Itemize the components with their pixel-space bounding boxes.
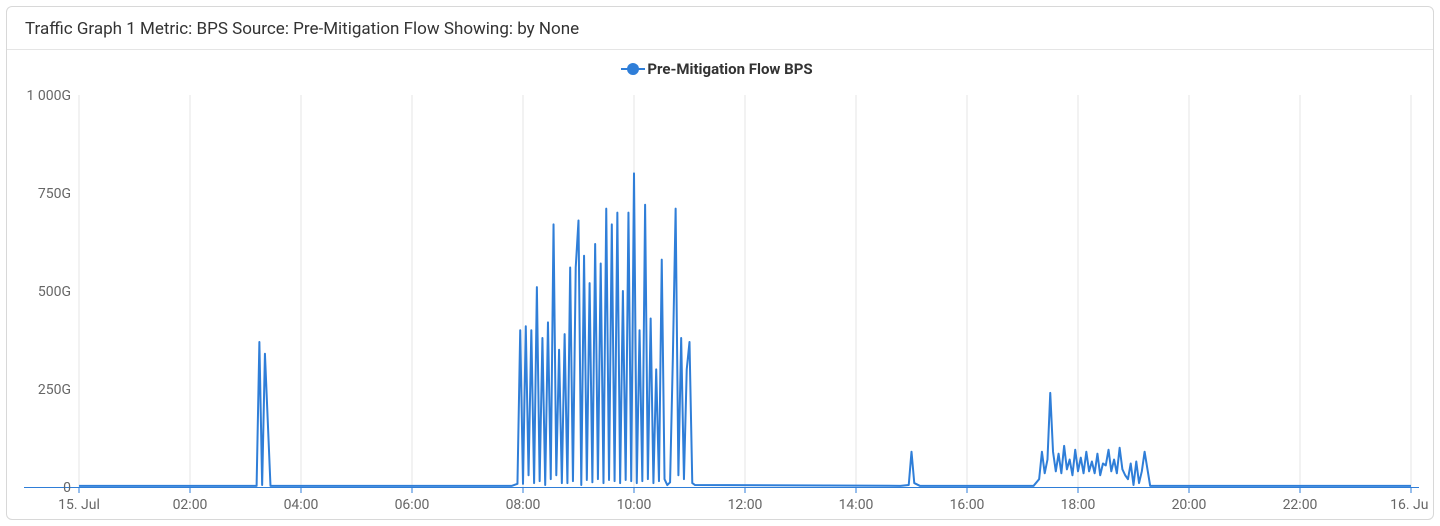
svg-text:250G: 250G [38,382,71,398]
svg-text:1 000G: 1 000G [27,88,71,104]
legend-item-pre-mitigation[interactable]: Pre-Mitigation Flow BPS [627,60,812,78]
svg-text:14:00: 14:00 [839,497,874,513]
svg-text:16:00: 16:00 [950,497,985,513]
chart-svg[interactable]: 0 250G 500G 750G 1 000G 15. Jul 02:00 04:00 06:0… [9,85,1429,515]
legend-label: Pre-Mitigation Flow BPS [647,60,812,78]
svg-text:12:00: 12:00 [728,497,763,513]
svg-text:18:00: 18:00 [1061,497,1096,513]
svg-text:0: 0 [63,480,71,496]
legend-marker-icon [627,63,639,75]
svg-text:750G: 750G [38,186,71,202]
svg-text:22:00: 22:00 [1283,497,1318,513]
traffic-graph-panel: Traffic Graph 1 Metric: BPS Source: Pre-… [6,6,1434,520]
svg-text:04:00: 04:00 [284,497,319,513]
svg-text:08:00: 08:00 [506,497,541,513]
svg-text:06:00: 06:00 [395,497,430,513]
chart-area: Pre-Mitigation Flow BPS 0 250G 500G 750G 1 0… [7,50,1433,519]
svg-text:500G: 500G [38,284,71,300]
chart-legend: Pre-Mitigation Flow BPS [9,58,1431,85]
svg-text:02:00: 02:00 [173,497,208,513]
svg-text:15. Jul: 15. Jul [58,497,100,513]
panel-title: Traffic Graph 1 Metric: BPS Source: Pre-… [7,7,1433,50]
svg-text:10:00: 10:00 [617,497,652,513]
svg-text:20:00: 20:00 [1172,497,1207,513]
svg-text:16. Jul: 16. Jul [1390,497,1429,513]
